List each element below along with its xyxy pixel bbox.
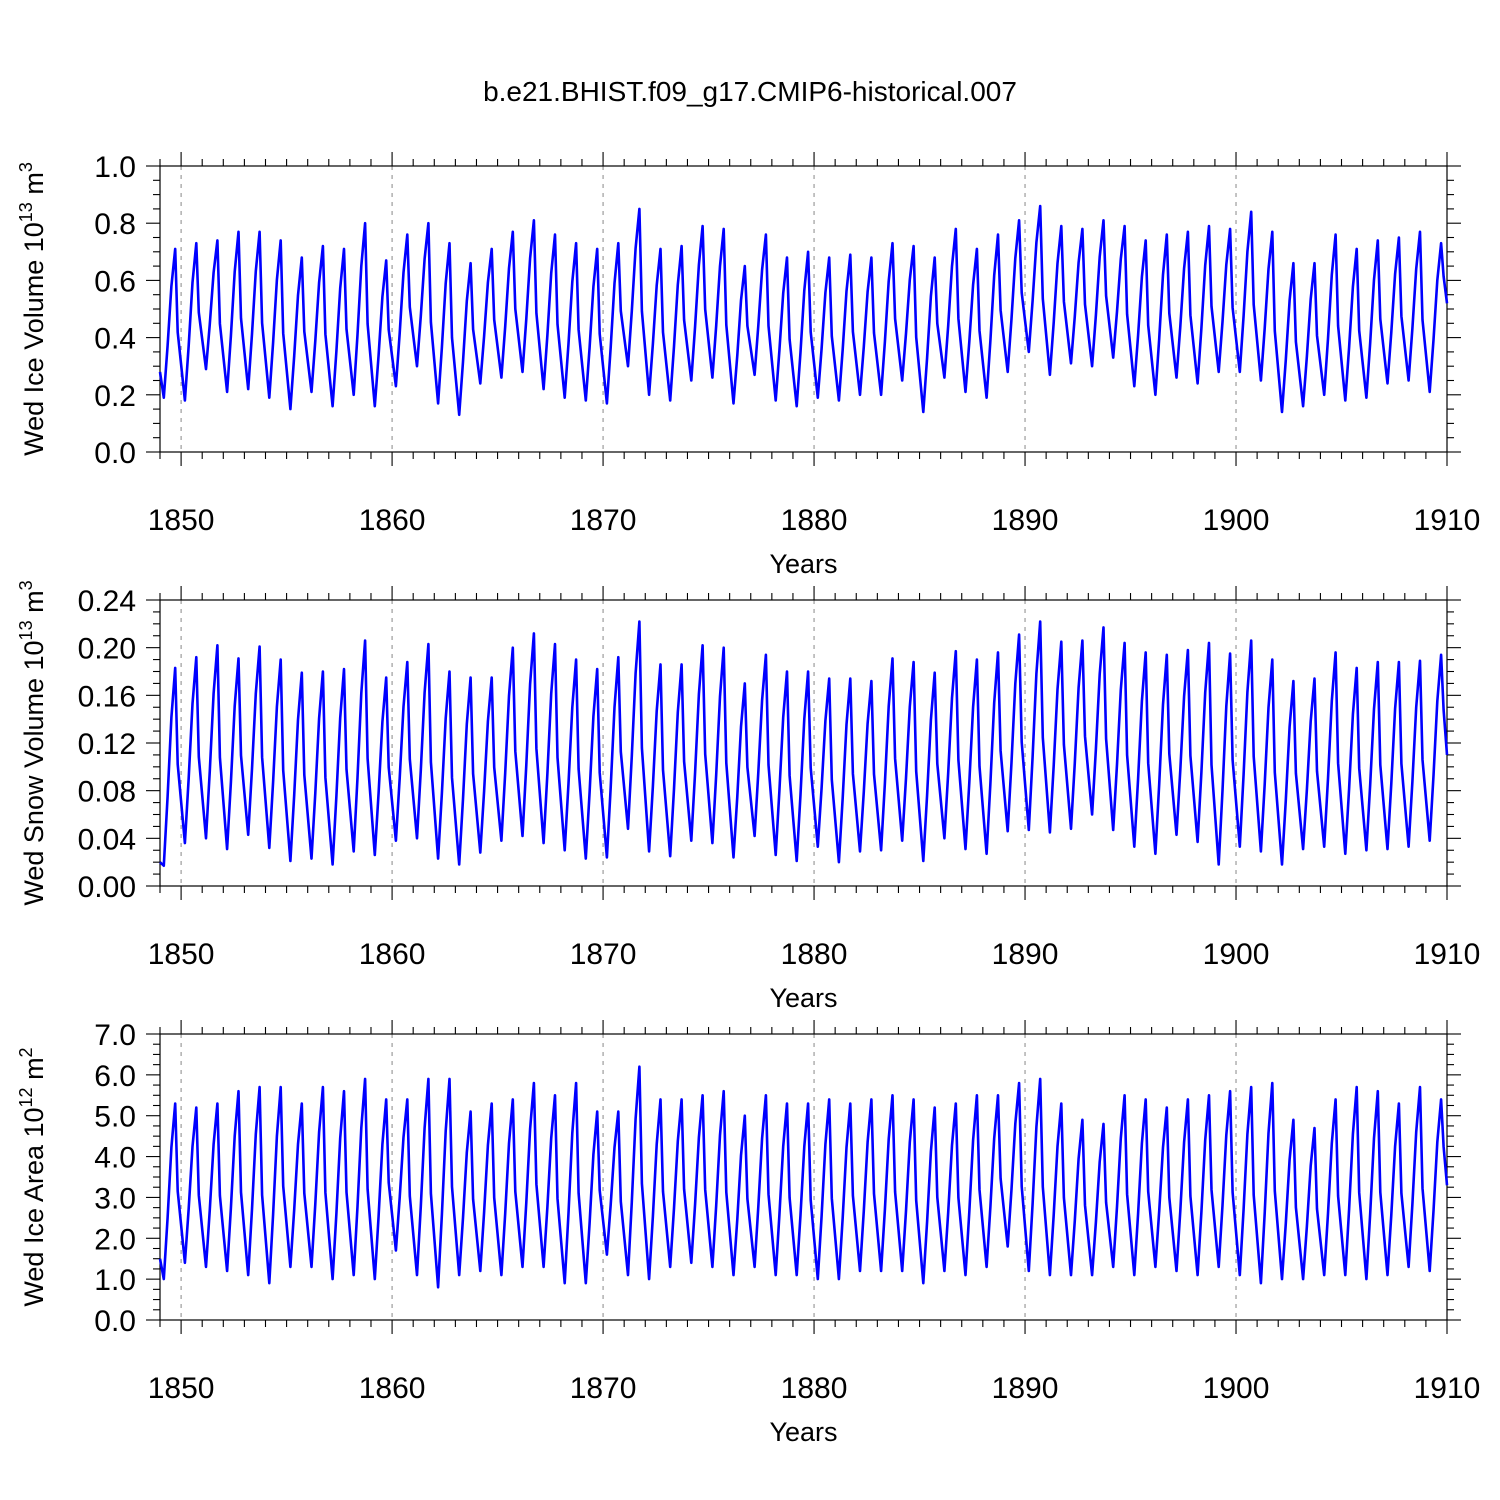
x-tick-label: 1910 [1414,504,1481,537]
x-tick-label: 1860 [359,1372,426,1405]
y-tick-label: 0.00 [78,871,136,904]
y-tick-label: 0.8 [94,208,136,241]
y-tick-label: 0.16 [78,680,136,713]
panels: 1850 1860 1870 1880 1890 1900 1910Years0.00.20… [16,151,1480,1447]
y-tick-label: 5.0 [94,1101,136,1134]
y-tick-label: 0.4 [94,323,136,356]
y-tick-label: 0.2 [94,380,136,413]
figure-title: b.e21.BHIST.f09_g17.CMIP6-historical.007 [483,76,1017,107]
y-tick-label: 2.0 [94,1223,136,1256]
x-tick-label: 1870 [570,504,637,537]
y-axis-label-exponent: 3 [16,162,36,172]
y-axis-label-text: Wed Ice Volume 10 [19,222,49,456]
x-tick-label: 1890 [992,1372,1059,1405]
y-axis-label-unit: m [19,172,49,202]
y-tick-label: 7.0 [94,1019,136,1052]
panel-3: 1850 1860 1870 1880 1890 1900 1910 Years 0.0 1.0 2… [16,1019,1480,1447]
y-axis-label-exponent: 3 [16,580,36,590]
y-tick-label: 0.20 [78,633,136,666]
y-tick-label: 0.6 [94,265,136,298]
x-tick-label: 1870 [570,938,637,971]
y-axis-label-text: Wed Ice Area 10 [19,1107,49,1306]
y-tick-label: 0.0 [94,1305,136,1338]
x-tick-label: 1890 [992,938,1059,971]
y-axis-label: Wed Ice Area 1012 m2 [16,1047,49,1306]
y-axis-label-exponent: 13 [16,202,36,222]
y-tick-label: 1.0 [94,1264,136,1297]
x-tick-label: 1850 [148,504,215,537]
y-axis-label: Wed Snow Volume 1013 m3 [16,580,49,905]
y-axis-label-text: Wed Snow Volume 10 [19,640,49,905]
x-tick-label: 1870 [570,1372,637,1405]
y-tick-label: 0.08 [78,776,136,809]
panel-1: 1850 1860 1870 1880 1890 1900 1910 Years 0.0 0.2 0… [16,151,1480,579]
y-axis-label: Wed Ice Volume 1013 m3 [16,162,49,456]
data-series-line [159,620,1449,867]
y-axis-label-unit: m [19,1057,49,1087]
data-series-line [158,1065,1449,1289]
y-axis-label-exponent: 12 [16,1087,36,1107]
x-tick-label: 1890 [992,504,1059,537]
x-tick-label: 1900 [1203,938,1270,971]
x-axis-label: Years [769,1417,837,1447]
y-tick-label: 0.24 [78,585,136,618]
y-tick-label: 3.0 [94,1182,136,1215]
x-axis-label: Years [769,983,837,1013]
x-tick-label: 1850 [148,938,215,971]
y-tick-label: 1.0 [94,151,136,184]
y-axis-label-exponent: 2 [16,1047,36,1057]
y-tick-label: 4.0 [94,1142,136,1175]
y-tick-label: 0.04 [78,823,136,856]
x-tick-label: 1880 [781,504,848,537]
y-tick-label: 0.0 [94,437,136,470]
y-axis-label-exponent: 13 [16,620,36,640]
panel-2: 1850 1860 1870 1880 1890 1900 1910 Years 0.00 0.0… [16,580,1480,1013]
y-tick-label: 0.12 [78,728,136,761]
x-tick-label: 1860 [359,504,426,537]
x-tick-label: 1880 [781,938,848,971]
x-tick-label: 1910 [1414,938,1481,971]
y-tick-label: 6.0 [94,1060,136,1093]
x-tick-label: 1910 [1414,1372,1481,1405]
y-axis-label-unit: m [19,590,49,620]
x-tick-label: 1900 [1203,1372,1270,1405]
x-axis-label: Years [769,549,837,579]
x-tick-label: 1850 [148,1372,215,1405]
x-tick-label: 1880 [781,1372,848,1405]
data-series-line [158,204,1449,417]
x-tick-label: 1900 [1203,504,1270,537]
x-tick-label: 1860 [359,938,426,971]
